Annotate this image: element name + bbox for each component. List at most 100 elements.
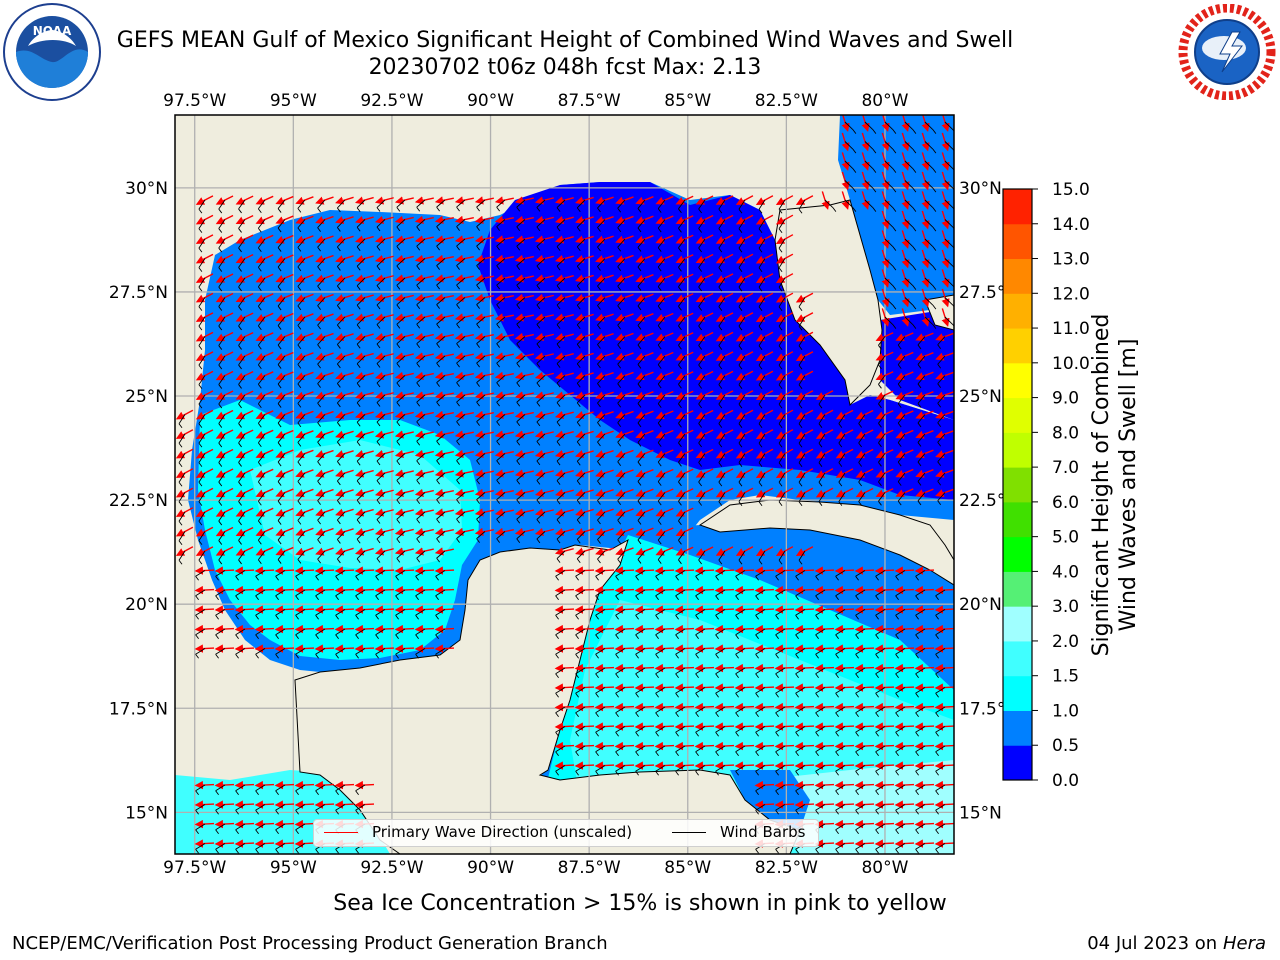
wind-barb [277,414,286,424]
wind-barb [198,258,206,268]
wind-barb [617,199,626,209]
wind-barb-flag [456,382,460,387]
wind-barb [718,297,726,307]
wind-barb-flag [597,324,601,330]
wind-barb-flag [277,286,282,291]
wind-barb-flag [597,344,601,349]
wind-barb-flag [637,325,642,330]
wind-barb-flag [396,226,401,232]
wind-barb-flag [897,344,902,350]
wind-barb-flag [456,304,460,309]
wind-barb [738,316,746,327]
colorbar-segment [1003,293,1032,329]
wind-barb-flag [738,384,743,389]
wind-barb [536,238,546,247]
wind-barb-flag [758,267,763,273]
wind-barb [416,355,426,364]
wind-barb-flag [496,245,501,251]
wind-barb [396,199,406,208]
wind-barb [496,238,506,247]
wind-barb-flag [476,226,480,231]
colorbar-tick-label: 0.5 [1052,736,1079,756]
wind-barb [396,297,406,306]
colorbar-tick-label: 1.0 [1052,701,1079,721]
wind-barb [416,336,426,345]
wind-barb [738,219,746,229]
wind-barb-flag [718,325,723,331]
wind-barb [476,414,486,422]
wind-barb-flag [536,304,541,310]
wind-barb [536,219,546,228]
wind-barb-flag [738,286,743,292]
wind-barb-flag [257,325,262,331]
wind-barb [637,219,646,229]
wind-barb [924,141,934,150]
wind-barb-flag [657,266,662,272]
wind-barb [317,394,326,404]
wind-barb [844,180,854,189]
wind-barb-flag [198,442,203,448]
wind-barb-flag [937,344,942,350]
wind-barb [884,277,894,286]
wind-barb [277,199,286,209]
wind-barb [864,160,874,169]
wind-barb-flag [496,382,501,387]
wind-barb [904,316,914,325]
wind-barb [738,277,746,288]
wind-barb-flag [932,148,937,154]
wind-barb [277,219,286,229]
wind-barb-flag [536,285,541,290]
wind-barb [657,297,666,307]
wind-barb-flag [778,345,783,351]
wind-barb-flag [297,403,302,408]
wind-barb [718,414,726,424]
black-line-icon [672,831,706,833]
wind-barb-flag [718,364,723,370]
wind-barb [884,316,894,325]
wind-barb [678,336,686,346]
wind-barb [218,277,226,288]
wind-barb-flag [698,345,702,350]
wind-barb-flag [356,421,361,427]
wind-barb [576,297,586,306]
wind-barb [917,414,926,424]
wind-barb-flag [678,267,682,272]
colorbar-tick-label: 13.0 [1052,250,1090,270]
wind-barb [257,238,266,249]
wind-barb [858,414,866,424]
wind-barb-flag [556,246,561,251]
wind-barb-flag [798,403,803,409]
wind-barb [657,258,666,268]
wind-barb-flag [778,423,783,429]
wind-barb [218,316,226,327]
wind-barb-flag [396,207,401,212]
wind-barb-flag [297,286,302,291]
wind-barb [556,414,566,423]
wind-barb-flag [257,247,262,253]
wind-barb [778,219,786,229]
wind-barb-flag [277,227,282,233]
wind-barb-flag [617,207,622,213]
wind-barb [356,414,366,423]
wind-barb-flag [496,323,501,329]
wind-barb [738,297,746,307]
wind-barb-flag [637,208,642,213]
wind-barb-flag [416,284,421,290]
wind-barb-flag [297,442,302,447]
wind-barb [356,394,366,404]
wind-barb-flag [576,285,581,291]
wind-barb [917,394,926,404]
wind-barb [376,277,386,286]
wind-barb [917,355,926,365]
wind-barb-flag [597,227,601,232]
wind-barb [337,199,346,209]
wind-barb [536,394,546,403]
wind-barb [436,394,446,403]
wind-barb-flag [356,246,361,251]
wind-barb [924,277,934,286]
wind-barb-flag [617,227,622,232]
legend-item-wave: Primary Wave Direction (unscaled) [324,823,632,841]
wind-barb [778,258,786,268]
wind-barb [436,258,446,266]
wind-barb-flag [556,207,561,212]
